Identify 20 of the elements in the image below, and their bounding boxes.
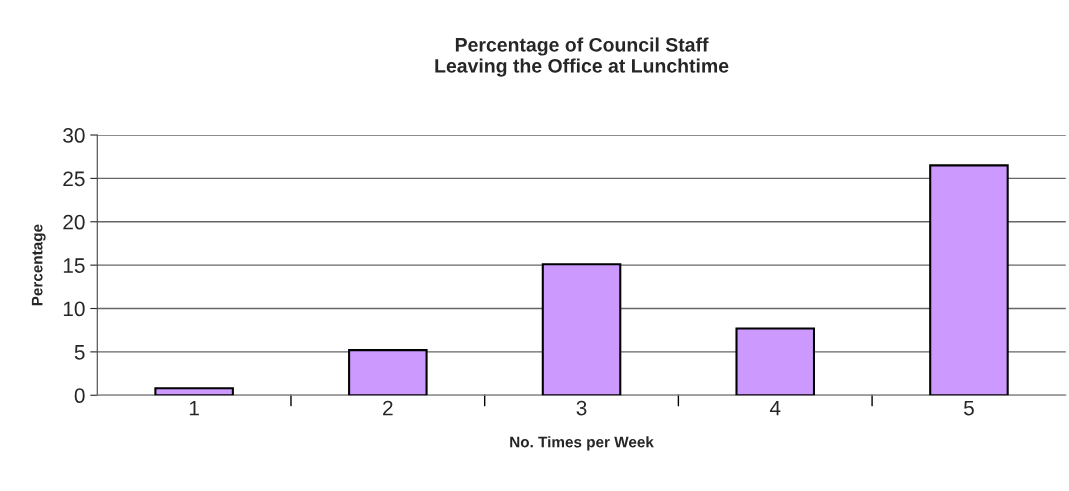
y-tick-label: 25 [63,171,85,187]
bar [154,387,234,396]
y-tick-label: 10 [63,301,85,317]
bar [929,164,1009,396]
x-tick-label: 5 [963,400,974,416]
x-tick-label: 3 [576,400,587,416]
y-axis-title: Percentage [31,224,46,306]
bar [541,263,622,396]
y-tick-label: 5 [74,345,85,360]
x-tick-label: 2 [383,400,393,416]
bar [735,327,816,396]
y-tick-label: 30 [63,128,85,143]
x-tick-label: 4 [769,400,781,416]
chart-title: Percentage of Council Staff Leaving the Office at Lunchtime [435,37,729,77]
y-tick-label: 15 [63,258,85,273]
bar [348,349,428,396]
y-tick-label: 20 [63,214,85,230]
x-tick-label: 1 [189,400,199,416]
y-tick-label: 0 [74,388,85,404]
x-axis-title: No. Times per Week [510,436,654,451]
